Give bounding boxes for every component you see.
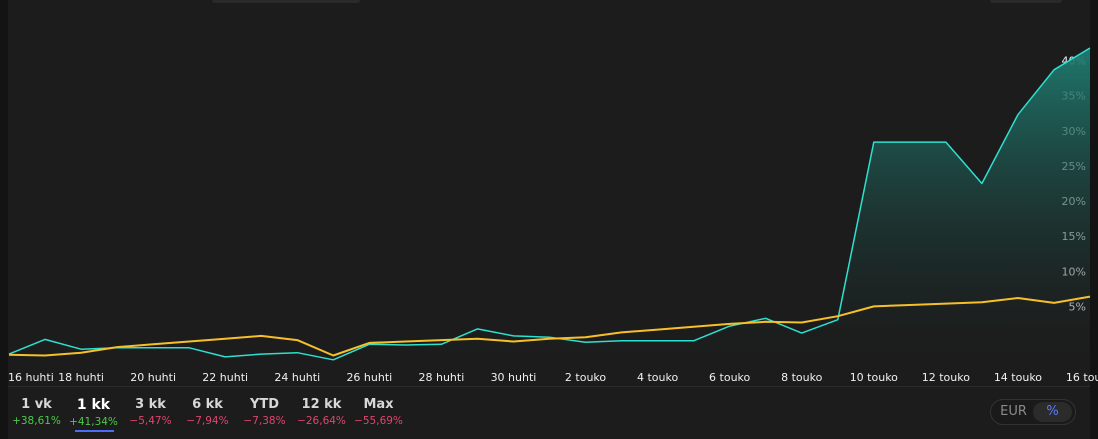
period-label: 3 kk [135, 397, 166, 412]
period-label: YTD [249, 397, 280, 412]
period-change: −5,47% [129, 415, 172, 427]
period-label: 1 kk [76, 397, 111, 413]
x-tick-label: 26 huhti [346, 371, 392, 384]
series-area-0 [9, 48, 1090, 360]
series-layer [8, 47, 1091, 361]
period-tab[interactable]: YTD −7,38% [236, 393, 293, 433]
period-label: 1 vk [21, 397, 52, 412]
x-tick-label: 16 touko [1066, 371, 1098, 384]
x-tick-label: 22 huhti [202, 371, 248, 384]
x-tick-label: 16 huhti [8, 371, 54, 384]
toggle-percent[interactable]: % [1033, 402, 1072, 422]
x-tick-label: 18 huhti [58, 371, 104, 384]
period-tab[interactable]: 12 kk −26,64% [293, 393, 350, 433]
unit-toggle[interactable]: EUR % [990, 399, 1076, 425]
active-underline [75, 430, 114, 432]
x-tick-label: 12 touko [922, 371, 970, 384]
divider [8, 386, 1090, 387]
period-change: −26,64% [297, 415, 346, 427]
period-tab[interactable]: 6 kk −7,94% [179, 393, 236, 433]
period-tab[interactable]: 1 kk +41,34% [65, 393, 122, 433]
series-line-0 [8, 47, 1091, 361]
x-tick-label: 24 huhti [274, 371, 320, 384]
x-tick-label: 30 huhti [491, 371, 537, 384]
period-change: +41,34% [69, 416, 118, 428]
x-tick-label: 10 touko [850, 371, 898, 384]
x-tick-label: 4 touko [637, 371, 678, 384]
x-tick-label: 6 touko [709, 371, 750, 384]
top-control[interactable] [212, 0, 360, 3]
period-selector: 1 vk +38,61% 1 kk +41,34% 3 kk −5,47% 6 kk −7,9… [8, 393, 407, 433]
period-tab[interactable]: 1 vk +38,61% [8, 393, 65, 433]
period-label: Max [363, 397, 394, 412]
x-tick-label: 14 touko [994, 371, 1042, 384]
x-tick-label: 20 huhti [130, 371, 176, 384]
period-change: −7,38% [243, 415, 286, 427]
x-tick-label: 8 touko [781, 371, 822, 384]
x-tick-label: 28 huhti [419, 371, 465, 384]
period-change: −55,69% [354, 415, 403, 427]
x-tick-label: 2 touko [565, 371, 606, 384]
top-control-right[interactable] [990, 0, 1062, 3]
toggle-eur[interactable]: EUR [1000, 404, 1027, 419]
x-axis: 16 huhti 18 huhti 20 huhti 22 huhti 24 huhti… [8, 371, 1098, 384]
period-label: 6 kk [192, 397, 223, 412]
period-change: −7,94% [186, 415, 229, 427]
period-tab[interactable]: Max −55,69% [350, 393, 407, 433]
period-change: +38,61% [12, 415, 61, 427]
period-tab[interactable]: 3 kk −5,47% [122, 393, 179, 433]
period-label: 12 kk [301, 397, 342, 412]
